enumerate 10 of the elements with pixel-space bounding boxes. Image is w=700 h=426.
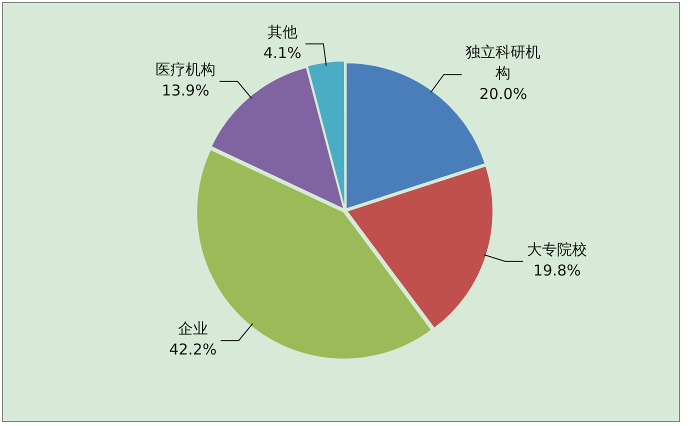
slice-label: 其他 [267, 22, 298, 41]
slice-label: 医疗机构 [156, 60, 216, 78]
slice-label: 大专院校 [527, 240, 588, 258]
data-label: 42.2% [169, 340, 217, 359]
data-label: 13.9% [162, 81, 210, 100]
data-label: 4.1% [263, 44, 302, 62]
data-label: 19.8% [533, 261, 581, 280]
data-label: 20.0% [479, 84, 528, 103]
slice-label: 企业 [178, 320, 208, 338]
slice-label: 独立科研机构 [466, 42, 541, 82]
